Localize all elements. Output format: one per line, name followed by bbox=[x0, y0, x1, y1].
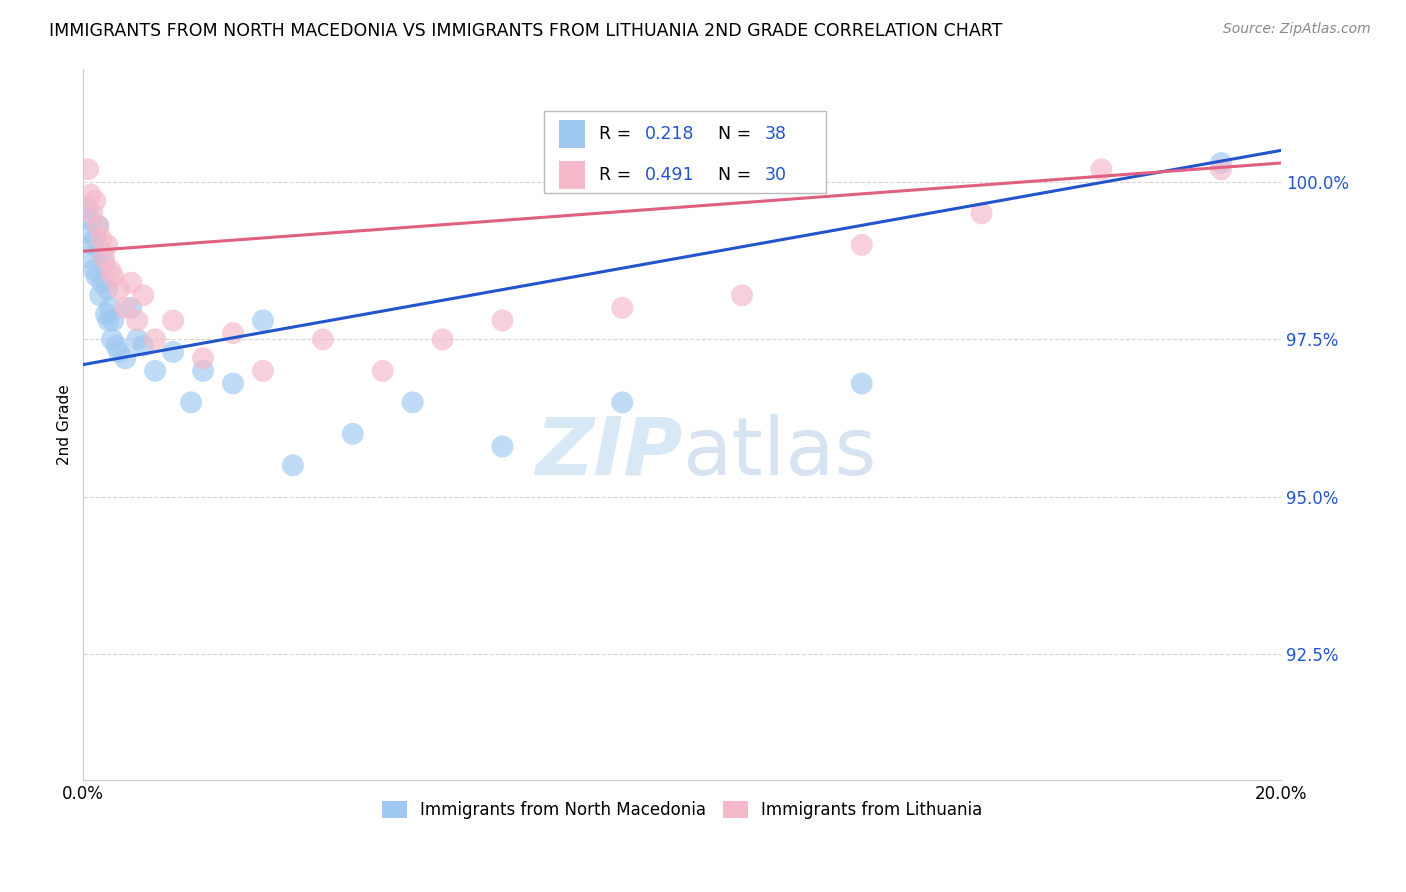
Point bbox=[127, 332, 149, 346]
Point bbox=[103, 313, 125, 327]
Point bbox=[612, 301, 634, 315]
Point bbox=[90, 244, 112, 259]
Point bbox=[222, 376, 245, 391]
Point bbox=[83, 263, 105, 277]
Point bbox=[252, 364, 274, 378]
Point bbox=[132, 288, 155, 302]
Point bbox=[120, 276, 142, 290]
Text: atlas: atlas bbox=[682, 414, 876, 491]
Text: 30: 30 bbox=[765, 166, 787, 184]
Text: N =: N = bbox=[707, 166, 756, 184]
Point bbox=[114, 351, 136, 366]
Point bbox=[281, 458, 304, 473]
Point bbox=[180, 395, 202, 409]
Text: 38: 38 bbox=[765, 125, 787, 143]
Point bbox=[491, 440, 513, 454]
Point bbox=[96, 238, 118, 252]
Point bbox=[103, 269, 125, 284]
Point bbox=[98, 301, 121, 315]
Point bbox=[77, 225, 100, 239]
Point bbox=[87, 219, 110, 233]
Point bbox=[120, 301, 142, 315]
Text: ZIP: ZIP bbox=[534, 414, 682, 491]
Point bbox=[127, 313, 149, 327]
Point bbox=[98, 263, 121, 277]
Point bbox=[89, 288, 111, 302]
Point bbox=[79, 212, 101, 227]
Point bbox=[342, 426, 364, 441]
Point bbox=[94, 307, 117, 321]
Point bbox=[108, 345, 131, 359]
Text: IMMIGRANTS FROM NORTH MACEDONIA VS IMMIGRANTS FROM LITHUANIA 2ND GRADE CORRELATI: IMMIGRANTS FROM NORTH MACEDONIA VS IMMIG… bbox=[49, 22, 1002, 40]
Point bbox=[401, 395, 423, 409]
Point bbox=[91, 276, 114, 290]
Point bbox=[143, 364, 166, 378]
Point bbox=[86, 269, 108, 284]
Point bbox=[491, 313, 513, 327]
FancyBboxPatch shape bbox=[558, 120, 585, 148]
Point bbox=[851, 376, 873, 391]
Point bbox=[1090, 162, 1112, 177]
Point bbox=[105, 339, 128, 353]
Point bbox=[132, 339, 155, 353]
Text: R =: R = bbox=[599, 125, 637, 143]
Point bbox=[87, 219, 110, 233]
Point bbox=[93, 251, 115, 265]
Point bbox=[84, 194, 107, 208]
Point bbox=[191, 364, 214, 378]
Point bbox=[1209, 156, 1232, 170]
Point bbox=[162, 345, 184, 359]
Text: 0.218: 0.218 bbox=[645, 125, 695, 143]
Text: R =: R = bbox=[599, 166, 637, 184]
Text: 0.491: 0.491 bbox=[645, 166, 695, 184]
Point bbox=[79, 187, 101, 202]
Point bbox=[252, 313, 274, 327]
FancyBboxPatch shape bbox=[544, 112, 825, 193]
Point bbox=[101, 332, 124, 346]
Y-axis label: 2nd Grade: 2nd Grade bbox=[58, 384, 72, 465]
Point bbox=[970, 206, 993, 220]
Point bbox=[114, 301, 136, 315]
Point bbox=[432, 332, 454, 346]
Point bbox=[851, 238, 873, 252]
Point bbox=[82, 238, 104, 252]
Point bbox=[191, 351, 214, 366]
Point bbox=[162, 313, 184, 327]
Point bbox=[96, 282, 118, 296]
Point bbox=[82, 206, 104, 220]
Legend: Immigrants from North Macedonia, Immigrants from Lithuania: Immigrants from North Macedonia, Immigra… bbox=[375, 794, 988, 825]
Text: N =: N = bbox=[707, 125, 756, 143]
Point bbox=[731, 288, 754, 302]
Point bbox=[84, 231, 107, 245]
Point bbox=[612, 395, 634, 409]
Point bbox=[222, 326, 245, 340]
Point bbox=[312, 332, 335, 346]
Point bbox=[93, 257, 115, 271]
Point bbox=[75, 200, 97, 214]
FancyBboxPatch shape bbox=[558, 161, 585, 189]
Point bbox=[371, 364, 394, 378]
Point bbox=[1209, 162, 1232, 177]
Text: Source: ZipAtlas.com: Source: ZipAtlas.com bbox=[1223, 22, 1371, 37]
Point bbox=[77, 162, 100, 177]
Point bbox=[108, 282, 131, 296]
Point bbox=[143, 332, 166, 346]
Point bbox=[97, 313, 120, 327]
Point bbox=[77, 251, 100, 265]
Point bbox=[90, 231, 112, 245]
